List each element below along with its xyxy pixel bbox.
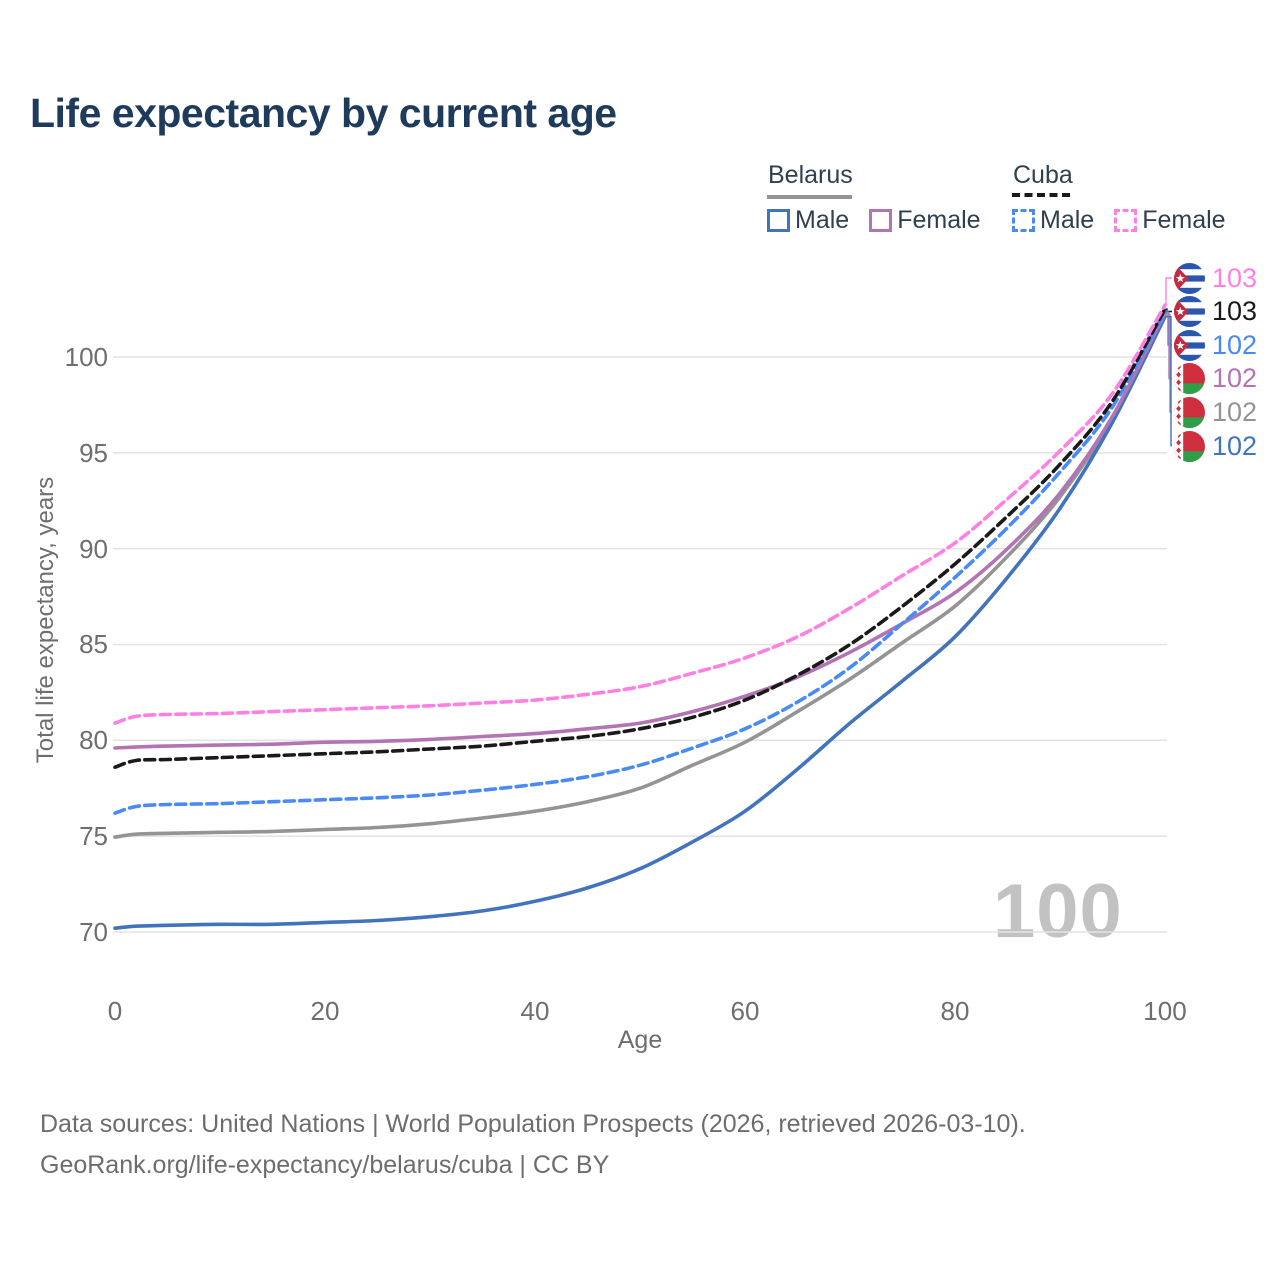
legend-belarus-line-sample — [767, 195, 852, 199]
legend-label-belarus-male[interactable]: Male — [795, 205, 850, 234]
end-label-row: 103 — [1172, 262, 1257, 294]
series-line-belarus-male — [113, 314, 1167, 930]
page-title: Life expectancy by current age — [30, 90, 617, 136]
x-tick-label: 40 — [520, 996, 550, 1026]
x-tick-label: 100 — [1143, 996, 1187, 1026]
end-label-row: 102 — [1172, 329, 1257, 361]
y-tick-label: 85 — [79, 629, 108, 660]
legend-swatch-cuba-female[interactable] — [1114, 208, 1138, 232]
end-label-row: 103 — [1172, 295, 1257, 327]
cuba-flag-icon — [1174, 296, 1205, 327]
y-tick-label: 70 — [79, 917, 108, 947]
legend-label-belarus-female[interactable]: Female — [897, 205, 981, 234]
legend-swatch-belarus-female[interactable] — [869, 208, 893, 232]
footer: Data sources: United Nations | World Pop… — [40, 1104, 1026, 1186]
belarus-flag-icon — [1174, 397, 1205, 428]
legend-label-cuba-female[interactable]: Female — [1142, 205, 1226, 234]
series-line-cuba — [113, 307, 1167, 769]
legend-row-cuba: Male Female — [1012, 204, 1226, 236]
y-tick-label: 100 — [64, 341, 108, 372]
x-tick-label: 80 — [940, 996, 970, 1026]
footer-attribution[interactable]: GeoRank.org/life-expectancy/belarus/cuba… — [40, 1151, 610, 1179]
end-label-row: 102 — [1172, 430, 1257, 462]
y-tick-label: 80 — [79, 725, 108, 756]
cuba-flag-icon — [1174, 330, 1205, 361]
y-tick-label: 90 — [79, 533, 108, 564]
end-label-value: 102 — [1212, 329, 1258, 360]
series-line-cuba-male — [113, 309, 1167, 815]
footer-data-sources: Data sources: United Nations | World Pop… — [40, 1110, 1026, 1138]
end-label-row: 102 — [1172, 396, 1257, 428]
belarus-flag-icon — [1174, 363, 1205, 394]
end-label-value: 103 — [1212, 262, 1258, 293]
x-tick-label: 60 — [730, 996, 760, 1026]
end-label-value: 102 — [1212, 362, 1258, 393]
series-line-belarus — [113, 313, 1167, 839]
legend-cuba-line-sample — [1012, 193, 1070, 197]
end-label-connector — [1165, 316, 1172, 447]
legend-label-cuba-male[interactable]: Male — [1040, 205, 1095, 234]
end-label-value: 102 — [1212, 430, 1258, 461]
y-tick-label: 75 — [79, 821, 108, 852]
end-label-row: 102 — [1172, 362, 1257, 394]
end-label-value: 102 — [1212, 396, 1258, 427]
legend-group-belarus: Belarus — [768, 161, 853, 189]
legend-group-cuba: Cuba — [1013, 161, 1073, 189]
end-label-value: 103 — [1212, 295, 1258, 326]
series-line-belarus-female — [113, 311, 1167, 750]
legend-row-belarus: Male Female — [767, 204, 981, 236]
end-label-connector — [1165, 277, 1172, 306]
x-axis-title: Age — [617, 1026, 663, 1054]
x-tick-label: 0 — [107, 996, 123, 1026]
legend-swatch-cuba-male[interactable] — [1012, 208, 1035, 232]
legend-swatch-belarus-male[interactable] — [767, 208, 790, 232]
series-line-cuba-female — [113, 303, 1167, 725]
x-tick-label: 20 — [310, 996, 340, 1026]
watermark-age-value: 100 — [993, 869, 1123, 954]
cuba-flag-icon — [1174, 263, 1205, 294]
y-tick-label: 95 — [79, 437, 108, 468]
belarus-flag-icon — [1174, 431, 1205, 462]
